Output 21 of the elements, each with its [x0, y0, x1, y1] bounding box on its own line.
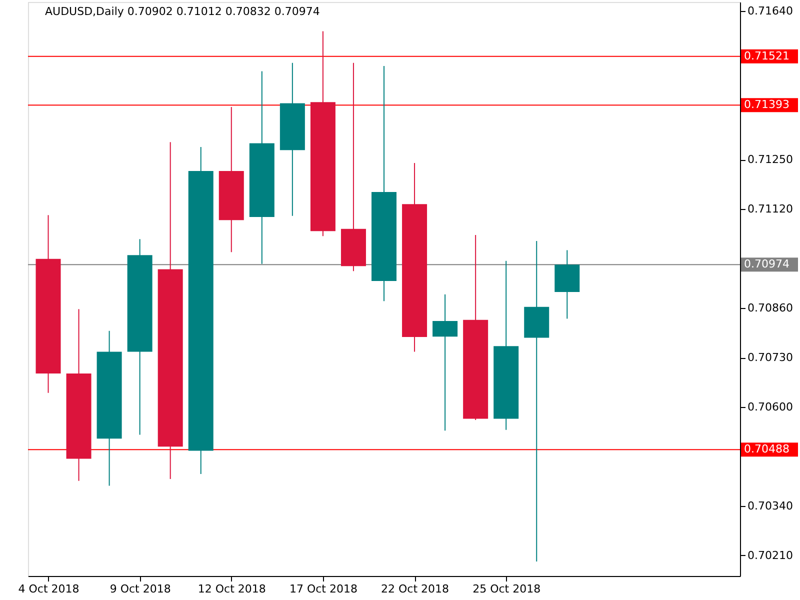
y-tick-label: 0.71120: [748, 202, 793, 216]
y-tick-label: 0.71250: [748, 153, 793, 166]
x-tick-label: 17 Oct 2018: [289, 582, 358, 596]
y-tick-label: 0.70730: [748, 351, 793, 364]
x-tick-label: 4 Oct 2018: [18, 582, 80, 596]
x-tick-label: 9 Oct 2018: [110, 582, 171, 596]
ref-line-label: 0.70488: [744, 442, 790, 456]
chart-title: AUDUSD,Daily 0.70902 0.71012 0.70832 0.70974: [45, 5, 320, 18]
y-tick-label: 0.70210: [748, 548, 793, 562]
ref-line-label: 0.71393: [744, 98, 790, 112]
candlestick: [432, 294, 458, 432]
y-tick-label: 0.70340: [748, 499, 793, 512]
y-tick-label: 0.70600: [748, 400, 793, 414]
candlestick: [524, 240, 550, 562]
ref-line-label: 0.71521: [744, 49, 790, 62]
y-tick-label: 0.71640: [748, 4, 793, 18]
x-tick-label: 25 Oct 2018: [472, 582, 541, 596]
y-tick-label: 0.70860: [748, 302, 793, 315]
x-tick-label: 22 Oct 2018: [381, 582, 450, 596]
ref-line-label: 0.70974: [744, 258, 790, 271]
x-tick-label: 12 Oct 2018: [198, 582, 266, 596]
